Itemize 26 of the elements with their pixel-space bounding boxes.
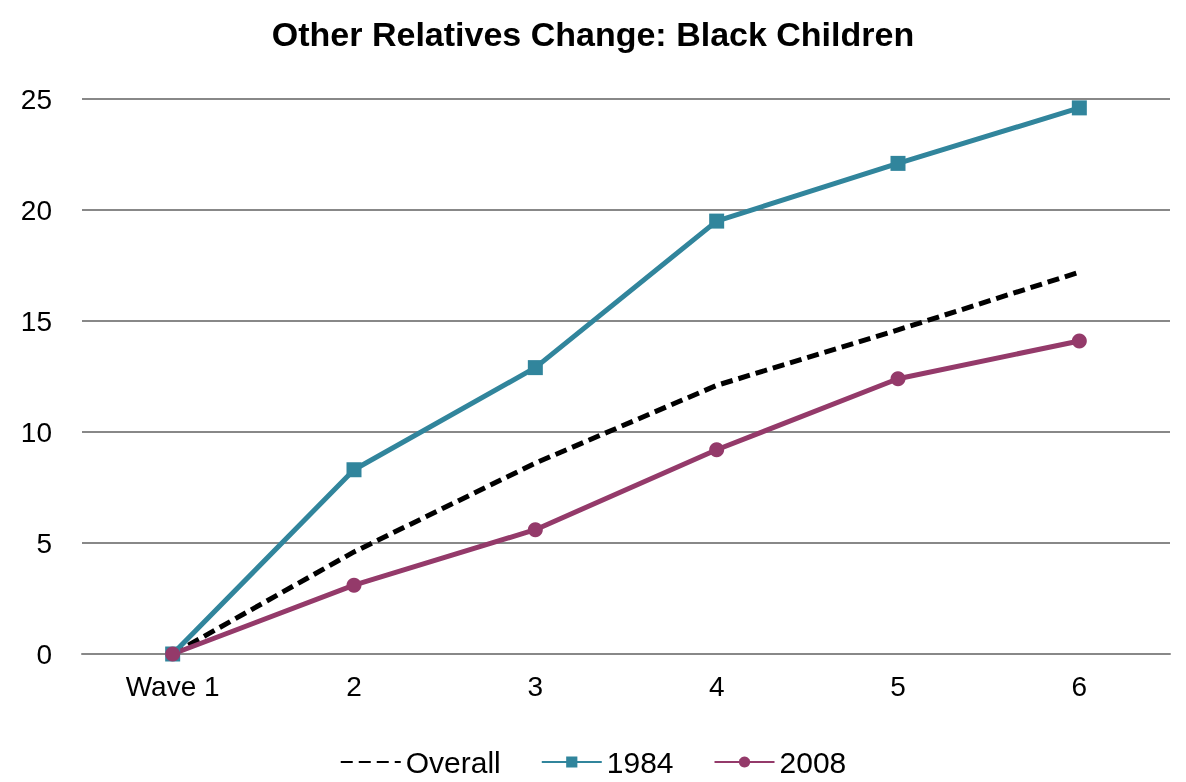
point <box>346 462 362 478</box>
chart-title: Other Relatives Change: Black Children <box>271 15 915 53</box>
legend-label: 2008 <box>779 745 847 779</box>
y-tick-label: 25 <box>20 83 52 115</box>
x-tick-label: 3 <box>527 670 544 702</box>
y-tick-label: 10 <box>20 416 52 448</box>
x-tick-label: 5 <box>890 670 906 702</box>
point <box>1071 100 1087 116</box>
legend-label: 1984 <box>606 745 674 779</box>
y-tick-label: 15 <box>20 305 52 337</box>
x-tick-label: Wave 1 <box>125 670 220 702</box>
y-tick-label: 0 <box>36 638 52 670</box>
point <box>890 155 906 171</box>
legend-label: Overall <box>405 745 501 779</box>
point <box>527 360 543 376</box>
point <box>890 371 906 387</box>
y-tick-label: 5 <box>36 527 52 559</box>
point <box>709 213 725 229</box>
x-tick-label: 2 <box>346 670 362 702</box>
point <box>346 577 362 593</box>
x-tick-label: 4 <box>708 670 725 702</box>
point <box>527 522 543 538</box>
x-tick-label: 6 <box>1071 670 1088 702</box>
y-tick-label: 20 <box>20 194 52 226</box>
point <box>1071 333 1087 349</box>
point <box>709 442 725 458</box>
